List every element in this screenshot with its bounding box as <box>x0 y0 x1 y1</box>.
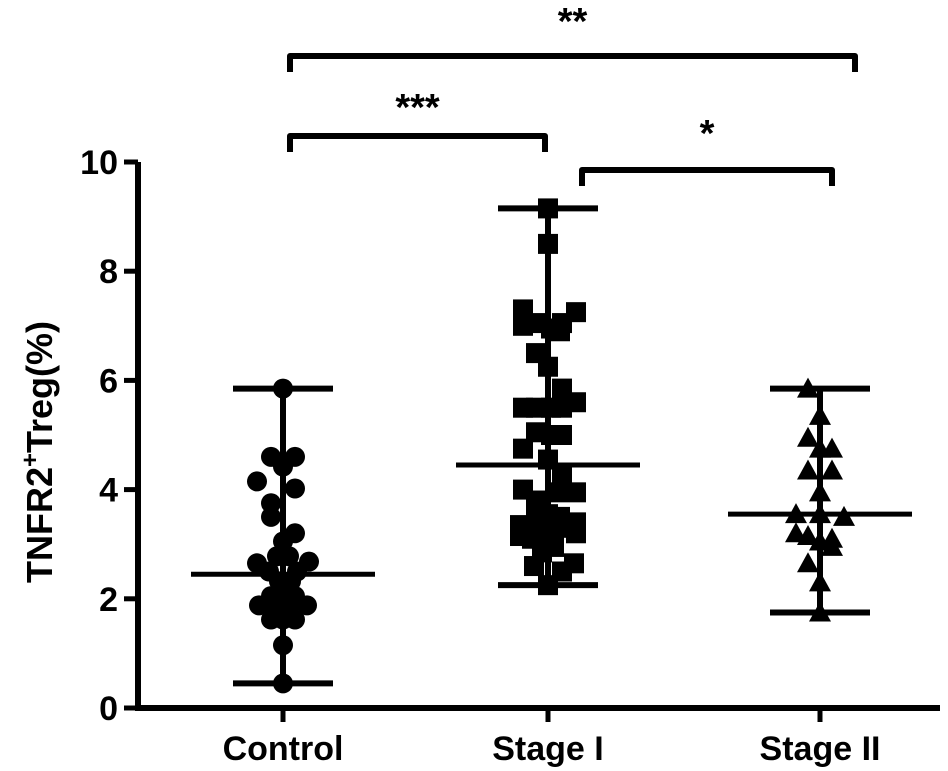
significance-label: * <box>700 113 715 155</box>
y-tick-label: 2 <box>99 581 118 619</box>
data-point <box>285 610 305 630</box>
series-stage-i <box>456 198 640 595</box>
x-tick-label: Stage I <box>492 730 603 768</box>
y-tick-label: 10 <box>80 144 118 182</box>
data-point <box>797 459 819 479</box>
bracket-line <box>582 170 832 186</box>
data-point <box>285 447 305 467</box>
data-point <box>797 427 819 447</box>
data-point <box>273 635 293 655</box>
series-control <box>191 379 375 694</box>
data-point <box>538 198 558 218</box>
series-stage-ii <box>728 378 912 622</box>
y-axis-label-superscript: + <box>17 453 44 467</box>
data-point <box>821 459 843 479</box>
data-point <box>273 673 293 693</box>
data-point <box>538 234 558 254</box>
data-point <box>546 482 566 502</box>
y-axis-label-main: TNFR2 <box>19 467 60 583</box>
data-point <box>538 357 558 377</box>
data-point <box>538 575 558 595</box>
significance-bracket: *** <box>290 87 545 152</box>
bracket-line <box>290 56 855 72</box>
data-point <box>552 425 572 445</box>
data-point <box>566 523 586 543</box>
y-axis-label-suffix: Treg(%) <box>19 321 60 453</box>
y-tick-label: 6 <box>99 362 118 400</box>
significance-label: *** <box>395 87 440 129</box>
data-point <box>513 316 533 336</box>
y-axis-label: TNFR2+Treg(%) <box>17 321 60 583</box>
data-point <box>524 556 544 576</box>
data-point <box>544 537 564 557</box>
data-point <box>550 321 570 341</box>
data-point <box>273 379 293 399</box>
data-point <box>797 552 819 572</box>
x-tick-label: Stage II <box>760 730 881 768</box>
y-tick-label: 8 <box>99 253 118 291</box>
significance-bracket: * <box>582 113 832 186</box>
data-point <box>247 471 267 491</box>
significance-bracket: ** <box>290 1 855 72</box>
data-point <box>566 482 586 502</box>
data-point <box>261 507 281 527</box>
data-point <box>566 302 586 322</box>
data-point <box>809 571 831 591</box>
significance-label: ** <box>558 1 588 43</box>
plot-marks <box>191 198 912 693</box>
data-point <box>285 479 305 499</box>
data-point <box>809 405 831 425</box>
data-point <box>513 439 533 459</box>
data-point <box>566 392 586 412</box>
data-point <box>809 481 831 501</box>
bracket-line <box>290 136 545 152</box>
significance-brackets: ****** <box>290 1 855 186</box>
y-tick-label: 0 <box>99 690 118 728</box>
y-tick-label: 4 <box>99 472 118 510</box>
x-tick-label: Control <box>223 730 344 768</box>
